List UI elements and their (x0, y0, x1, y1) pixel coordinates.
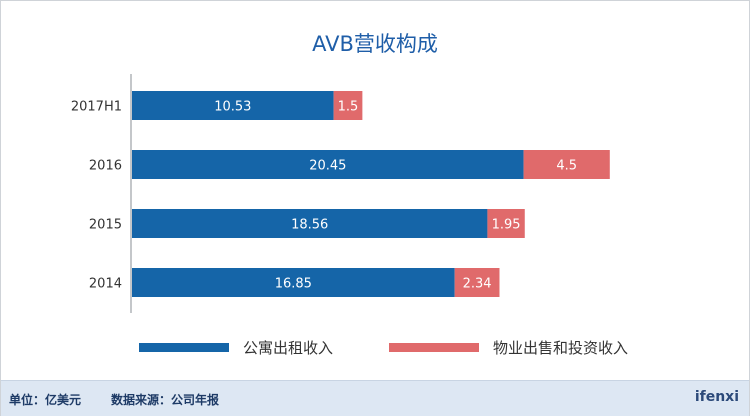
category-label: 2015 (89, 218, 122, 233)
legend-swatch-sale (389, 342, 479, 352)
bar-segment (454, 268, 500, 297)
category-label: 2017H1 (71, 100, 122, 115)
source-note: 数据来源：公司年报 (111, 393, 220, 407)
category-label: 2016 (89, 159, 122, 174)
bar-segment (523, 150, 610, 179)
data-label: 4.5 (556, 159, 577, 174)
data-label: 18.56 (291, 218, 328, 233)
legend-swatch-rent (139, 342, 229, 352)
bar-chart: 2017H1 10.53 1.5 2016 20.45 4.5 2015 18.56 1.95 2… (71, 74, 610, 313)
legend-label-sale: 物业出售和投资收入 (493, 338, 629, 357)
data-label: 16.85 (275, 277, 312, 292)
legend-item-sale: 物业出售和投资收入 (389, 337, 628, 357)
bar-segment (132, 150, 524, 179)
footer-bar: 单位：亿美元 数据来源：公司年报 ifenxi (1, 380, 749, 416)
brand-logo: ifenxi (694, 389, 739, 405)
bar-segment (487, 209, 525, 238)
bar-segment (132, 209, 488, 238)
data-label: 10.53 (214, 100, 251, 115)
data-label: 1.95 (492, 218, 521, 233)
bar-segment (132, 268, 455, 297)
data-label: 1.5 (338, 100, 359, 115)
unit-note: 单位：亿美元 (9, 393, 82, 407)
data-label: 2.34 (463, 277, 492, 292)
chart-title: AVB营收构成 (312, 32, 438, 56)
data-label: 20.45 (309, 159, 346, 174)
bar-segment (132, 91, 334, 120)
legend-item-rent: 公寓出租收入 (139, 337, 333, 357)
bar-segment (333, 91, 363, 120)
category-label: 2014 (89, 277, 122, 292)
legend-label-rent: 公寓出租收入 (243, 338, 334, 357)
